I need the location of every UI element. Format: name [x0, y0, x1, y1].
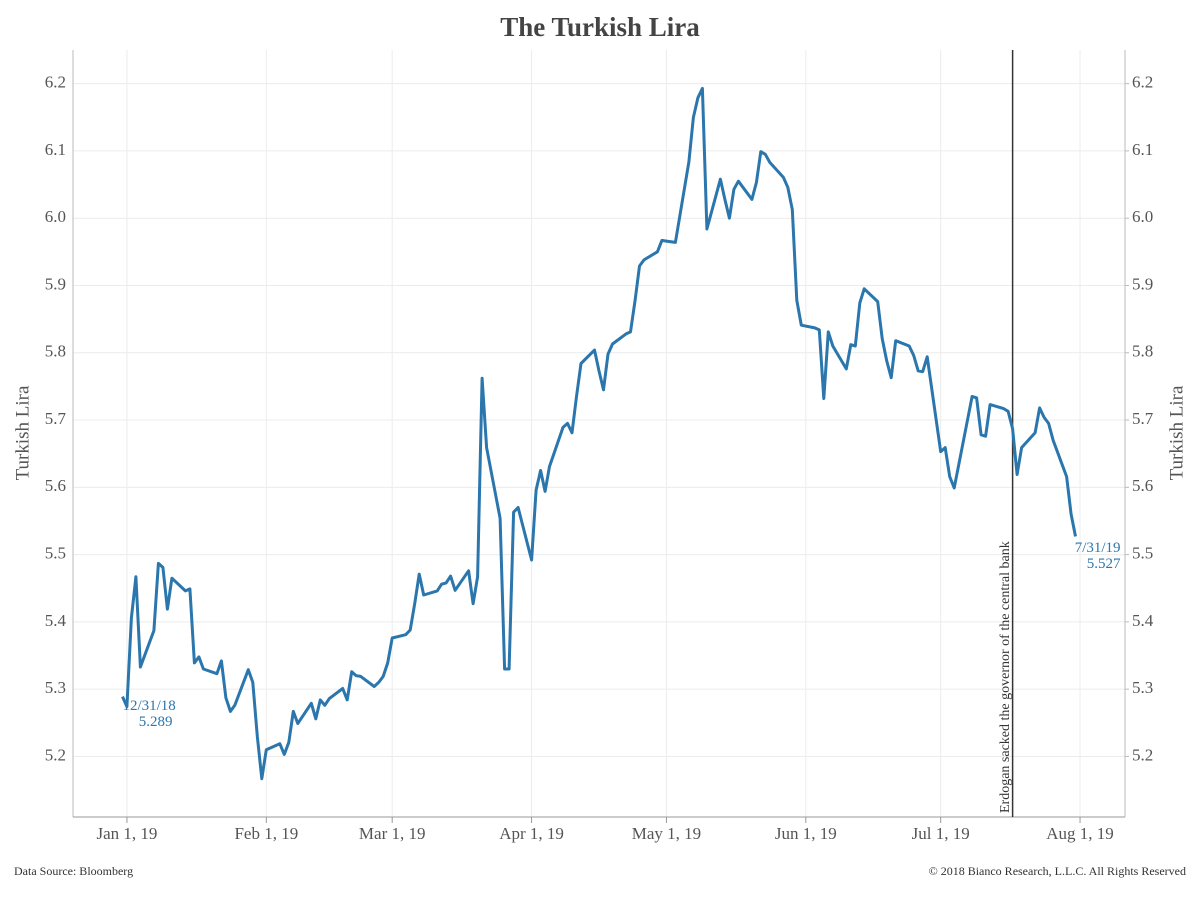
annotation-date: 12/31/18: [122, 698, 175, 714]
annotation-value: 5.527: [1087, 556, 1121, 572]
x-tick-label: Jul 1, 19: [912, 824, 970, 843]
y-axis-label: Turkish Lira: [12, 385, 33, 480]
y-tick-label: 5.6: [45, 476, 66, 495]
y-tick-label: 5.3: [45, 678, 66, 697]
y-tick-label: 6.1: [45, 140, 66, 159]
x-tick-label: Jun 1, 19: [775, 824, 837, 843]
y-tick-label: 5.8: [45, 342, 66, 361]
x-tick-label: Aug 1, 19: [1046, 824, 1114, 843]
source: Data Source: Bloomberg: [14, 864, 133, 878]
line-series: [121, 86, 1077, 781]
copyright: © 2018 Bianco Research, L.L.C. All Right…: [929, 864, 1186, 878]
y2-tick-label: 5.8: [1132, 342, 1153, 361]
x-tick-label: May 1, 19: [632, 824, 701, 843]
y2-tick-label: 6.1: [1132, 140, 1153, 159]
y2-axis-label: Turkish Lira: [1166, 385, 1187, 480]
y-tick-label: 5.7: [45, 409, 67, 428]
y2-tick-label: 6.0: [1132, 207, 1153, 226]
y2-tick-label: 5.2: [1132, 745, 1153, 764]
annotation-date: 7/31/19: [1075, 540, 1121, 556]
y2-tick-label: 6.2: [1132, 73, 1153, 92]
y2-tick-label: 5.7: [1132, 409, 1154, 428]
annotation-value: 5.289: [139, 714, 173, 730]
x-tick-label: Mar 1, 19: [359, 824, 426, 843]
chart-title: The Turkish Lira: [500, 12, 700, 42]
y2-tick-label: 5.3: [1132, 678, 1153, 697]
y2-tick-label: 5.5: [1132, 544, 1153, 563]
y-tick-label: 5.9: [45, 274, 66, 293]
y-tick-label: 5.4: [45, 611, 67, 630]
x-tick-label: Apr 1, 19: [499, 824, 564, 843]
y-tick-label: 6.2: [45, 73, 66, 92]
y-tick-label: 6.0: [45, 207, 66, 226]
y2-tick-label: 5.6: [1132, 476, 1153, 495]
y-tick-label: 5.5: [45, 544, 66, 563]
x-tick-label: Jan 1, 19: [96, 824, 157, 843]
event-label: Erdogan sacked the governor of the centr…: [998, 541, 1013, 813]
y2-tick-label: 5.9: [1132, 274, 1153, 293]
x-tick-label: Feb 1, 19: [234, 824, 298, 843]
y2-tick-label: 5.4: [1132, 611, 1154, 630]
y-tick-label: 5.2: [45, 745, 66, 764]
